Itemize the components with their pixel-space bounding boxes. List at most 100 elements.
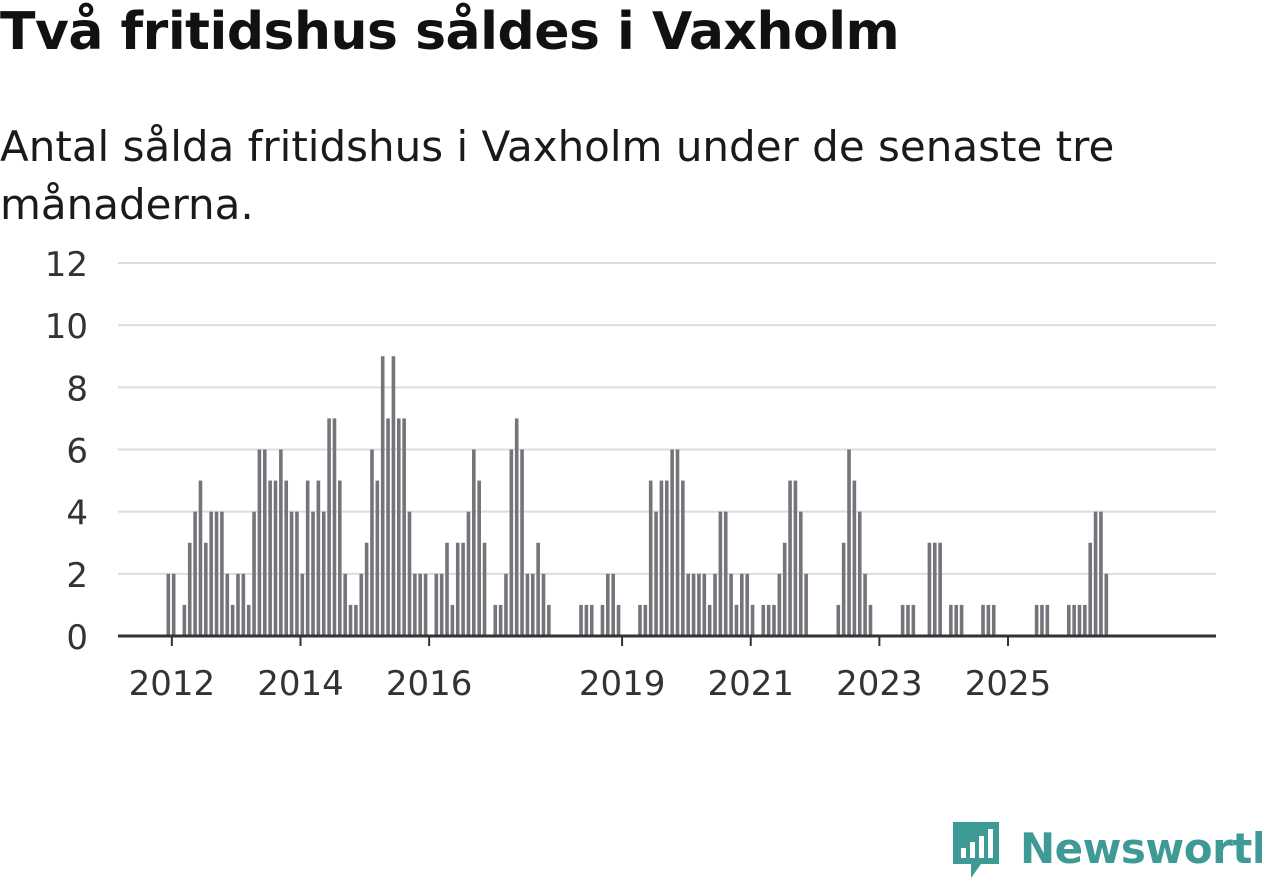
bar xyxy=(166,573,171,636)
bar xyxy=(804,573,808,636)
bar xyxy=(927,542,932,636)
bar xyxy=(321,511,326,636)
bar xyxy=(675,449,680,636)
bar xyxy=(262,449,267,636)
bar xyxy=(311,511,315,636)
bar xyxy=(1104,573,1109,636)
bar xyxy=(1093,511,1098,636)
bar xyxy=(305,480,310,636)
bar xyxy=(782,542,787,636)
bar xyxy=(413,573,417,636)
y-tick-label: 8 xyxy=(66,369,88,409)
bar xyxy=(1040,604,1044,636)
bar xyxy=(348,604,353,636)
bar xyxy=(252,511,256,636)
bar xyxy=(702,573,707,636)
bar xyxy=(906,604,910,636)
bar xyxy=(643,604,648,636)
bar xyxy=(729,573,733,636)
bar xyxy=(1083,604,1087,636)
bar xyxy=(439,573,444,636)
bar xyxy=(707,604,712,636)
bar xyxy=(343,573,347,636)
bar xyxy=(402,418,406,636)
bar xyxy=(547,604,551,636)
bar xyxy=(954,604,959,636)
bar xyxy=(900,604,905,636)
bar xyxy=(214,511,219,636)
bar xyxy=(911,604,916,636)
bar xyxy=(863,573,867,636)
data-label-halo xyxy=(1138,0,1167,34)
bar xyxy=(541,573,546,636)
data-labels: 2 xyxy=(1138,0,1167,34)
bars xyxy=(166,356,1109,636)
data-label: 2 xyxy=(1143,0,1162,8)
bar xyxy=(793,480,798,636)
bar xyxy=(332,418,337,636)
y-tick-label: 12 xyxy=(45,245,88,285)
bar xyxy=(536,542,540,636)
bar xyxy=(788,480,792,636)
chart-title: Två fritidshus såldes i Vaxholm xyxy=(0,2,900,62)
bar xyxy=(750,604,755,636)
bar xyxy=(300,573,305,636)
y-tick-label: 2 xyxy=(66,556,88,596)
x-tick-label: 2014 xyxy=(257,664,344,704)
bar xyxy=(1045,604,1050,636)
bar xyxy=(654,511,658,636)
bar xyxy=(472,449,476,636)
bar xyxy=(225,573,230,636)
bar xyxy=(407,511,412,636)
bar xyxy=(686,573,691,636)
bar xyxy=(1077,604,1082,636)
bar xyxy=(798,511,803,636)
bar xyxy=(1066,604,1071,636)
bar xyxy=(868,604,873,636)
bar xyxy=(579,604,583,636)
bar xyxy=(648,480,653,636)
bar xyxy=(230,604,235,636)
bar xyxy=(279,449,283,636)
bar xyxy=(445,542,449,636)
bar xyxy=(691,573,696,636)
bar xyxy=(418,573,423,636)
bar xyxy=(949,604,953,636)
bar xyxy=(375,480,380,636)
bar xyxy=(193,511,197,636)
bar xyxy=(525,573,530,636)
bar xyxy=(589,604,594,636)
y-axis-ticks: 0 2 4 6 8 10 12 xyxy=(45,245,88,658)
bar xyxy=(204,542,208,636)
bar xyxy=(466,511,471,636)
bar xyxy=(461,542,465,636)
bar xyxy=(991,604,996,636)
grid-lines xyxy=(118,262,1216,575)
bar xyxy=(1034,604,1039,636)
bar xyxy=(354,604,358,636)
x-axis-ticks: 2012 2014 2016 2019 2021 2023 2025 xyxy=(129,636,1051,704)
bar xyxy=(380,356,385,636)
bar xyxy=(477,480,481,636)
bar xyxy=(616,604,621,636)
bar xyxy=(504,573,508,636)
y-tick-label: 0 xyxy=(66,618,88,658)
bar xyxy=(236,573,240,636)
bar xyxy=(182,604,187,636)
bar xyxy=(423,573,428,636)
bar xyxy=(681,480,685,636)
bar xyxy=(852,480,857,636)
bar xyxy=(284,480,289,636)
bar xyxy=(246,604,251,636)
bar xyxy=(606,573,610,636)
bar xyxy=(273,480,278,636)
bar xyxy=(171,573,176,636)
bar xyxy=(450,604,455,636)
bar xyxy=(841,542,846,636)
bar xyxy=(659,480,664,636)
bar xyxy=(520,449,524,636)
bar xyxy=(1099,511,1103,636)
bar xyxy=(1088,542,1093,636)
x-tick-label: 2021 xyxy=(707,664,794,704)
bar xyxy=(289,511,294,636)
